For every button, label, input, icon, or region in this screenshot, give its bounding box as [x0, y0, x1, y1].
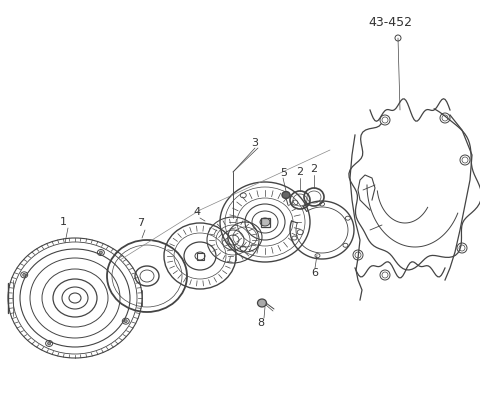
Ellipse shape: [282, 192, 290, 199]
Ellipse shape: [23, 273, 26, 276]
Text: 2: 2: [297, 167, 303, 177]
Ellipse shape: [99, 251, 102, 254]
Ellipse shape: [257, 299, 266, 307]
Ellipse shape: [48, 342, 50, 345]
Ellipse shape: [124, 320, 127, 323]
Text: 3: 3: [252, 138, 259, 148]
Text: 6: 6: [312, 268, 319, 278]
Text: 8: 8: [257, 318, 264, 328]
Ellipse shape: [260, 218, 270, 226]
Text: 4: 4: [193, 207, 201, 217]
Text: 43-452: 43-452: [368, 15, 412, 28]
Bar: [261, 218, 269, 226]
Bar: [196, 252, 204, 260]
Text: 2: 2: [311, 164, 318, 174]
Text: 5: 5: [280, 168, 288, 178]
Text: 7: 7: [137, 218, 144, 228]
Text: 1: 1: [60, 217, 67, 227]
